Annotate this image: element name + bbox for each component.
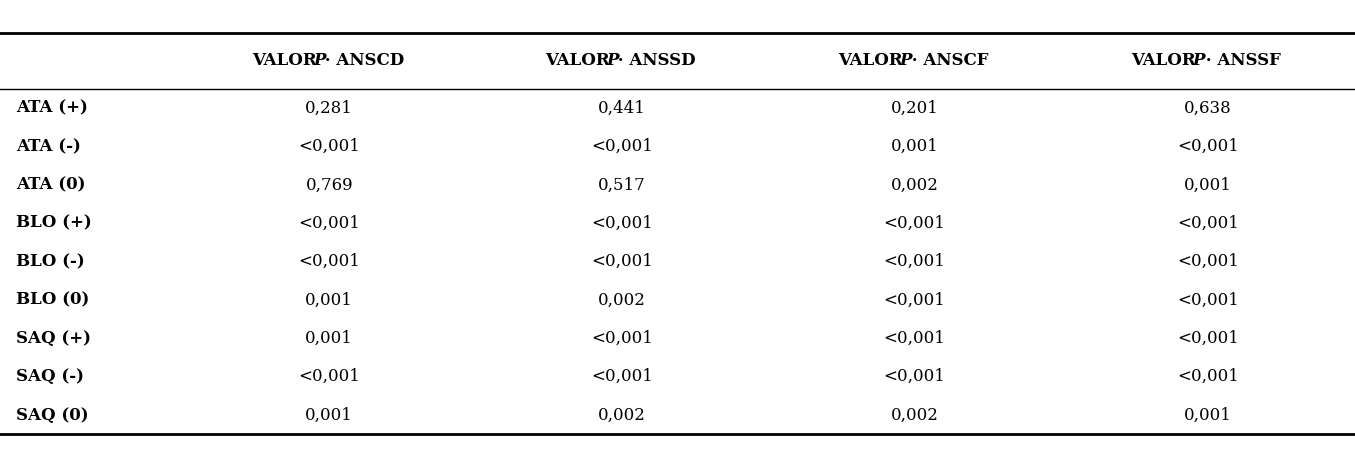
Text: <0,001: <0,001 [1177,368,1238,385]
Text: P: P [314,52,327,69]
Text: · ANSSD: · ANSSD [612,52,696,69]
Text: 0,638: 0,638 [1184,100,1232,117]
Text: 0,001: 0,001 [890,138,939,155]
Text: · ANSSF: · ANSSF [1199,52,1280,69]
Text: VALOR: VALOR [837,52,908,69]
Text: ATA (0): ATA (0) [16,176,85,193]
Text: <0,001: <0,001 [1177,215,1238,232]
Text: 0,441: 0,441 [598,100,646,117]
Text: SAQ (+): SAQ (+) [16,330,91,347]
Text: 0,281: 0,281 [305,100,354,117]
Text: SAQ (0): SAQ (0) [16,407,89,424]
Text: 0,001: 0,001 [1184,176,1232,193]
Text: <0,001: <0,001 [298,215,360,232]
Text: <0,001: <0,001 [883,368,946,385]
Text: BLO (0): BLO (0) [16,292,89,308]
Text: 0,001: 0,001 [305,292,354,308]
Text: <0,001: <0,001 [1177,138,1238,155]
Text: 0,001: 0,001 [305,407,354,424]
Text: P: P [607,52,619,69]
Text: 0,517: 0,517 [598,176,646,193]
Text: 0,001: 0,001 [1184,407,1232,424]
Text: <0,001: <0,001 [298,138,360,155]
Text: VALOR: VALOR [1131,52,1202,69]
Text: SAQ (-): SAQ (-) [16,368,84,385]
Text: 0,002: 0,002 [890,407,939,424]
Text: VALOR: VALOR [252,52,322,69]
Text: <0,001: <0,001 [591,215,653,232]
Text: 0,002: 0,002 [598,292,646,308]
Text: <0,001: <0,001 [298,253,360,270]
Text: 0,001: 0,001 [305,330,354,347]
Text: ATA (+): ATA (+) [16,100,88,117]
Text: 0,002: 0,002 [598,407,646,424]
Text: <0,001: <0,001 [591,330,653,347]
Text: <0,001: <0,001 [298,368,360,385]
Text: 0,201: 0,201 [890,100,939,117]
Text: <0,001: <0,001 [883,330,946,347]
Text: · ANSCD: · ANSCD [318,52,404,69]
Text: <0,001: <0,001 [1177,292,1238,308]
Text: <0,001: <0,001 [1177,253,1238,270]
Text: · ANSCF: · ANSCF [905,52,988,69]
Text: <0,001: <0,001 [883,215,946,232]
Text: P: P [1192,52,1205,69]
Text: <0,001: <0,001 [591,368,653,385]
Text: 0,002: 0,002 [890,176,939,193]
Text: <0,001: <0,001 [1177,330,1238,347]
Text: <0,001: <0,001 [591,138,653,155]
Text: BLO (-): BLO (-) [16,253,85,270]
Text: <0,001: <0,001 [591,253,653,270]
Text: P: P [900,52,912,69]
Text: 0,769: 0,769 [305,176,354,193]
Text: VALOR: VALOR [545,52,615,69]
Text: ATA (-): ATA (-) [16,138,81,155]
Text: <0,001: <0,001 [883,292,946,308]
Text: BLO (+): BLO (+) [16,215,92,232]
Text: <0,001: <0,001 [883,253,946,270]
